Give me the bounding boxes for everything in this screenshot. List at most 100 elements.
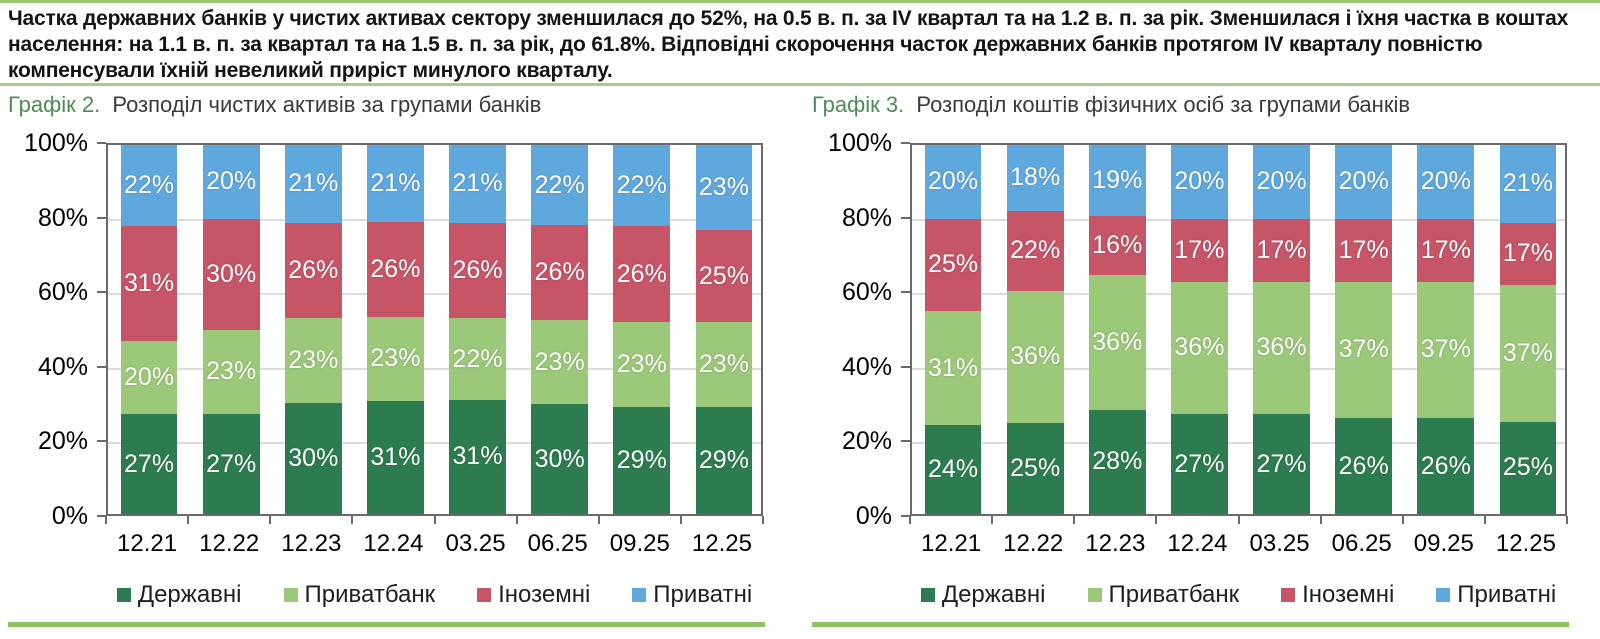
legend-label: Приватбанк (1108, 581, 1240, 608)
legend-label: Державні (137, 581, 242, 608)
bar-value-label: 23% (616, 350, 667, 379)
bar-segment: 26% (1335, 418, 1392, 514)
bar-segment: 36% (1006, 291, 1064, 423)
y-axis-tick (901, 142, 910, 144)
bar-value-label: 20% (1420, 167, 1471, 196)
bar-segment: 23% (531, 320, 588, 405)
bar-value-label: 26% (370, 254, 421, 283)
x-axis-label: 03.25 (445, 530, 506, 557)
bar-value-label: 31% (452, 442, 503, 471)
bar-value-label: 36% (1092, 328, 1143, 357)
x-axis-tick (762, 516, 764, 524)
top-divider (0, 0, 1600, 3)
legend-item: Приватбанк (1087, 581, 1240, 609)
chart-title: Графік 2. Розподіл чистих активів за гру… (8, 92, 541, 118)
bar-value-label: 25% (1502, 453, 1553, 482)
x-axis-tick (1401, 516, 1404, 524)
plot-area: 24% 31% 25% 20% 25% 36% 22% 18% 28% 36% 16% 19% 27% 3… (910, 143, 1567, 516)
bar-segment: 17% (1253, 218, 1310, 282)
y-axis-tick (97, 216, 106, 219)
bar-value-label: 20% (1174, 167, 1225, 196)
x-axis-tick (1319, 516, 1322, 524)
bar-value-label: 18% (1010, 163, 1061, 192)
bar-segment: 26% (367, 221, 424, 317)
bar-segment: 37% (1335, 281, 1392, 419)
bar-segment: 27% (202, 414, 260, 514)
bar-value-label: 31% (928, 353, 979, 382)
legend-marker (283, 588, 298, 602)
bar-segment: 24% (924, 425, 982, 514)
bar-value-label: 20% (1338, 167, 1389, 196)
y-axis-label: 80% (841, 203, 892, 232)
bar-segment: 26% (531, 225, 588, 321)
x-axis-label: 03.25 (1249, 530, 1310, 557)
bar-segment: 31% (367, 400, 424, 514)
bar-segment: 29% (613, 407, 671, 514)
legend-item: Державні (920, 581, 1046, 609)
y-axis-tick (901, 216, 910, 219)
bar-value-label: 28% (1092, 447, 1143, 476)
gridline (912, 367, 1565, 370)
bar-segment: 31% (120, 226, 178, 341)
x-axis-tick (351, 516, 354, 524)
x-axis-label: 06.25 (1331, 530, 1392, 557)
chart-title: Графік 3. Розподіл коштів фізичних осіб … (812, 92, 1410, 118)
panel-bottom-divider (812, 622, 1569, 627)
x-axis-tick (1566, 516, 1568, 524)
legend-item: Приватні (632, 581, 752, 609)
bar-value-label: 26% (1420, 451, 1471, 480)
legend-item: Іноземні (1281, 581, 1394, 609)
bar-segment: 37% (1499, 285, 1557, 422)
gridline (912, 442, 1565, 445)
legend-label: Іноземні (1302, 581, 1395, 608)
y-axis-label: 20% (841, 427, 892, 456)
bar-segment: 23% (695, 145, 753, 230)
x-axis-tick (1237, 516, 1240, 524)
bar-value-label: 25% (928, 250, 979, 279)
y-axis-label: 100% (828, 129, 892, 157)
bar-segment: 37% (1417, 281, 1475, 419)
y-axis-label: 40% (841, 352, 892, 381)
bar-segment: 25% (1006, 422, 1064, 514)
bar-segment: 27% (1253, 414, 1310, 514)
bar-segment: 20% (924, 145, 982, 219)
bar-value-label: 20% (928, 167, 979, 196)
bar-value-label: 16% (1092, 231, 1143, 260)
bar-segment: 29% (695, 407, 753, 514)
legend-item: Державні (116, 581, 242, 609)
bar-segment: 17% (1499, 222, 1557, 286)
chart-number-label: Графік 2. (8, 92, 101, 117)
bar-segment: 25% (1499, 421, 1557, 514)
bar-value-label: 30% (288, 444, 339, 473)
bar-value-label: 36% (1174, 333, 1225, 362)
bar-value-label: 27% (124, 449, 175, 478)
x-axis-tick (597, 516, 600, 524)
bar-value-label: 23% (698, 350, 749, 379)
bar-segment: 22% (1006, 210, 1064, 292)
bar-value-label: 21% (1502, 169, 1553, 198)
bar-value-label: 17% (1338, 235, 1389, 264)
bar-segment: 23% (284, 318, 342, 404)
bar-segment: 27% (120, 414, 178, 514)
bar-value-label: 29% (616, 446, 667, 474)
bar-segment: 20% (1171, 145, 1228, 219)
y-axis-label: 80% (37, 203, 88, 232)
legend-marker (116, 588, 131, 602)
bar-value-label: 37% (1502, 338, 1553, 367)
bar-segment: 36% (1171, 281, 1228, 415)
y-axis-tick (901, 291, 910, 294)
bar-segment: 18% (1006, 145, 1064, 211)
bar-value-label: 21% (288, 169, 339, 198)
bar-value-label: 22% (124, 171, 175, 200)
panel-bottom-divider (8, 622, 765, 627)
y-axis-tick (97, 365, 106, 368)
bar-value-label: 30% (534, 444, 585, 473)
bar-value-label: 27% (206, 449, 257, 478)
gridline (108, 293, 761, 296)
bar-segment: 19% (1088, 145, 1146, 216)
x-axis-label: 12.21 (921, 530, 982, 557)
bar-segment: 26% (1417, 418, 1475, 514)
bar-value-label: 31% (124, 268, 175, 297)
bar-value-label: 30% (206, 259, 257, 288)
summary-paragraph: Частка державних банків у чистих активах… (8, 7, 1569, 82)
